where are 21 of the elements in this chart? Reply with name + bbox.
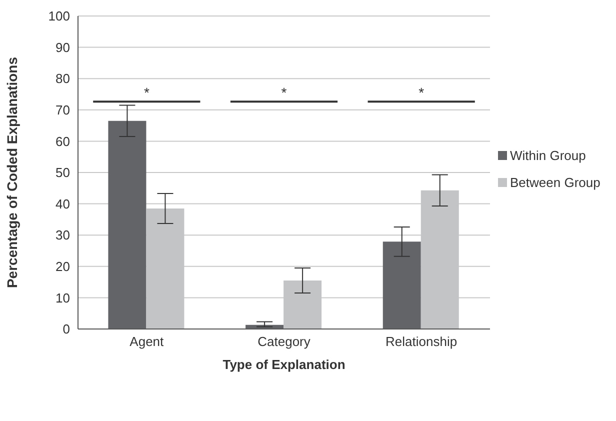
y-tick-label: 0 <box>62 322 70 337</box>
y-tick-label: 20 <box>56 259 70 274</box>
legend-label: Within Group <box>510 148 586 163</box>
y-tick-label: 30 <box>56 228 70 243</box>
y-tick-label: 100 <box>48 8 70 24</box>
y-tick-label: 90 <box>56 40 70 55</box>
legend-label: Between Group <box>510 175 600 190</box>
y-tick-label: 10 <box>56 290 70 306</box>
annotation: * <box>418 84 425 101</box>
annotation: * <box>281 84 288 101</box>
annotation: * <box>144 84 150 101</box>
y-tick-label: 80 <box>56 71 70 86</box>
y-tick-label: 50 <box>56 165 70 180</box>
x-tick-label: Category <box>258 334 311 350</box>
x-tick-label: Agent <box>130 334 164 350</box>
y-axis-title: Percentage of Coded Explanations <box>4 56 20 288</box>
x-tick-label: Relationship <box>386 334 458 350</box>
y-tick-label: 40 <box>56 196 70 212</box>
y-tick-label: 60 <box>56 134 70 149</box>
x-axis-title: Type of Explanation <box>222 357 346 372</box>
y-tick-label: 70 <box>56 102 70 118</box>
